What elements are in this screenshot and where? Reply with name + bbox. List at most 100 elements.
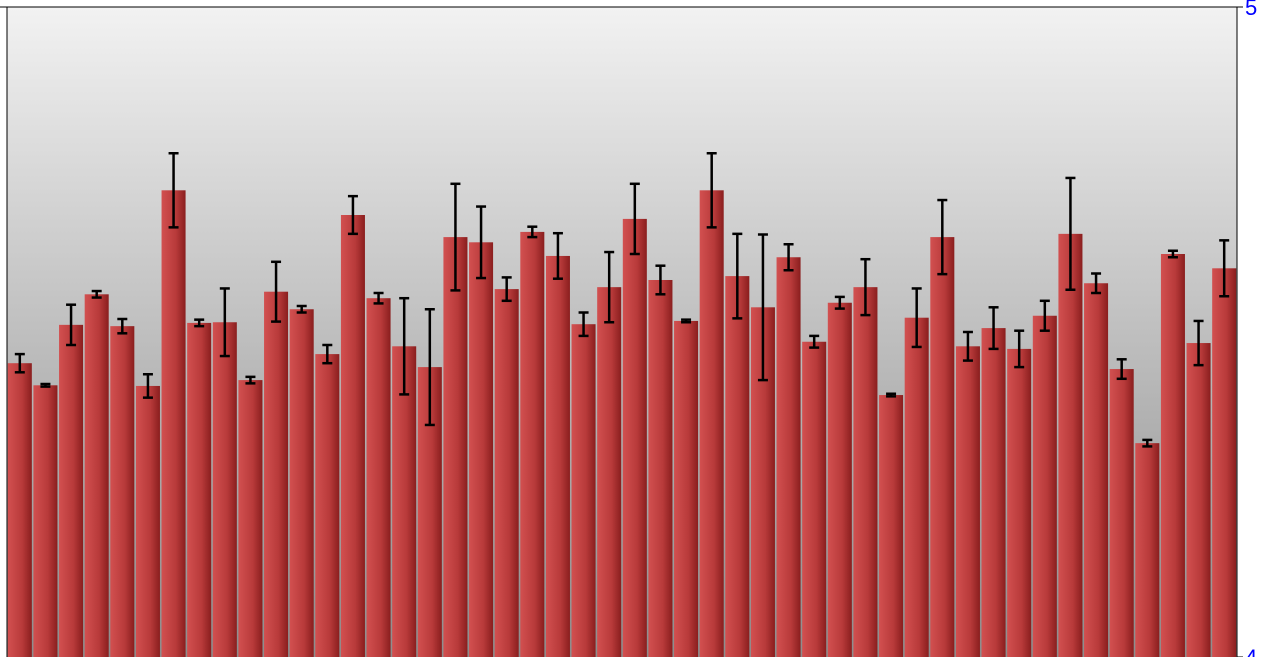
error-bar: [527, 225, 538, 239]
bar: [1109, 369, 1134, 657]
bar: [827, 302, 852, 657]
bar: [853, 287, 878, 657]
bar: [571, 324, 596, 657]
error-bar: [450, 182, 461, 292]
bar: [725, 276, 750, 657]
bar: [59, 324, 84, 657]
error-bar: [962, 330, 973, 362]
error-bar: [142, 373, 153, 399]
error-bar: [655, 264, 666, 296]
bar: [135, 385, 160, 657]
error-bar: [476, 205, 487, 280]
bar: [494, 289, 519, 657]
bar: [315, 354, 340, 657]
bar: [674, 320, 699, 657]
bar: [545, 255, 570, 657]
error-bar: [1065, 176, 1076, 291]
bar: [955, 346, 980, 657]
bar: [212, 322, 237, 657]
bar: [443, 237, 468, 657]
error-bar: [194, 318, 205, 328]
bar: [1212, 268, 1237, 657]
bar: [904, 317, 929, 657]
error-bar: [14, 352, 25, 374]
error-bar: [552, 231, 563, 280]
error-bar: [117, 317, 128, 335]
error-bar: [1167, 249, 1178, 259]
bar: [289, 309, 314, 657]
error-bar: [1116, 358, 1127, 381]
bar: [520, 231, 545, 657]
bar: [161, 190, 186, 657]
bar: [392, 346, 417, 657]
bar: [1058, 233, 1083, 657]
bar: [879, 395, 904, 657]
error-bar: [40, 382, 51, 388]
bar: [699, 190, 724, 657]
error-bar: [681, 318, 692, 324]
error-bar: [1142, 438, 1153, 448]
bar: [84, 294, 109, 657]
error-bar: [911, 287, 922, 349]
error-bar: [168, 152, 179, 229]
bar: [597, 287, 622, 657]
error-bar: [399, 296, 410, 396]
error-bar: [860, 257, 871, 317]
bar: [1084, 283, 1109, 657]
error-bar: [706, 152, 717, 229]
error-bar: [783, 243, 794, 272]
error-bar: [1014, 329, 1025, 369]
error-bar: [271, 260, 282, 323]
bar: [1160, 254, 1185, 657]
error-bar: [834, 295, 845, 310]
bar: [238, 380, 263, 657]
bar: [802, 341, 827, 657]
error-bar: [424, 308, 435, 427]
error-bar: [219, 287, 230, 358]
error-bar: [1219, 239, 1230, 298]
bar: [340, 215, 365, 657]
bar: [930, 237, 955, 657]
bar: [1135, 443, 1160, 657]
plot-background: [7, 7, 1237, 657]
bar: [776, 257, 801, 657]
error-bar: [937, 198, 948, 276]
bar: [187, 322, 212, 657]
y-tick-label: 5: [1245, 0, 1257, 20]
error-bar: [66, 303, 77, 347]
error-bar: [501, 276, 512, 303]
error-bar: [809, 334, 820, 349]
bar: [33, 385, 58, 657]
error-bar: [886, 392, 897, 398]
y-tick-label: 4: [1245, 645, 1257, 657]
bar: [648, 280, 673, 657]
error-bar: [604, 250, 615, 324]
error-bar: [1193, 319, 1204, 367]
bar: [264, 291, 289, 657]
error-bar: [757, 233, 768, 382]
error-bar: [322, 343, 333, 365]
error-bar: [91, 289, 102, 299]
bar: [1186, 343, 1211, 657]
bar: [1032, 315, 1057, 657]
error-bar: [732, 232, 743, 320]
error-bar: [1091, 272, 1102, 295]
error-bar: [296, 304, 307, 314]
bar: [7, 363, 32, 657]
bar: [469, 242, 494, 657]
error-bar: [373, 291, 384, 305]
bar: [1007, 348, 1032, 657]
error-bar: [629, 182, 640, 256]
error-bar: [245, 375, 256, 385]
error-bar: [578, 311, 589, 338]
bar: [622, 218, 647, 657]
bar: [981, 328, 1006, 657]
error-bar: [1039, 299, 1050, 332]
bar: [366, 298, 391, 657]
bar: [110, 326, 135, 657]
error-bar: [988, 306, 999, 351]
error-bar: [347, 194, 358, 236]
